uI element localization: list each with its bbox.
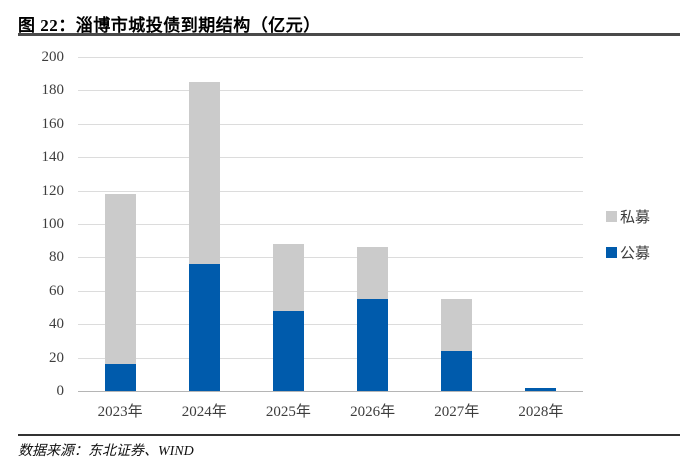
x-tick-label: 2026年 xyxy=(350,404,396,420)
x-tick-label: 2023年 xyxy=(97,404,143,420)
gridline-200 xyxy=(78,57,583,58)
figure-title: 图 22：淄博市城投债到期结构（亿元） xyxy=(18,16,321,35)
chart-legend: 私募 公募 xyxy=(606,206,650,278)
legend-item-公募: 公募 xyxy=(606,242,650,263)
gridline-120 xyxy=(78,190,583,192)
legend-item-label: 私募 xyxy=(620,210,651,226)
legend-swatch-icon xyxy=(606,247,617,258)
gridline-140 xyxy=(78,157,583,159)
gridline-100 xyxy=(78,224,583,225)
gridline-80 xyxy=(78,257,583,259)
y-tick-label: 120 xyxy=(41,182,65,199)
stacked-bar-chart: 0 20 40 60 80 100 120 140 160 180 200 2023年 2024年 20… xyxy=(41,49,651,420)
bar-segment-私募-2025年 xyxy=(272,244,304,311)
y-tick-label: 160 xyxy=(41,115,65,132)
y-tick-label: 0 xyxy=(56,383,65,399)
bar-segment-公募-2026年 xyxy=(357,299,389,391)
x-tick-label: 2027年 xyxy=(434,404,480,420)
title-divider xyxy=(18,33,680,36)
bar-segment-公募-2025年 xyxy=(272,310,304,391)
gridline-40 xyxy=(78,324,583,326)
x-tick-label: 2024年 xyxy=(181,404,227,420)
gridline-20 xyxy=(78,357,583,359)
x-tick-label: 2025年 xyxy=(265,404,311,420)
bar-segment-私募-2024年 xyxy=(188,82,220,264)
footer-divider xyxy=(18,434,680,436)
y-tick-label: 60 xyxy=(49,282,64,299)
legend-item-label: 公募 xyxy=(620,246,651,262)
y-tick-label: 100 xyxy=(41,216,65,232)
gridline-180 xyxy=(78,90,583,92)
y-tick-label: 40 xyxy=(49,316,64,333)
y-tick-label: 20 xyxy=(49,349,64,366)
bar-segment-私募-2026年 xyxy=(357,247,389,300)
bar-segment-公募-2027年 xyxy=(441,350,473,391)
data-source-text: 数据来源：东北证券、WIND xyxy=(18,444,194,459)
bar-segment-公募-2028年 xyxy=(525,387,557,391)
bar-segment-私募-2023年 xyxy=(104,193,136,365)
gridline-160 xyxy=(78,123,583,125)
y-tick-label: 180 xyxy=(41,82,65,99)
legend-item-私募: 私募 xyxy=(606,206,650,227)
bar-segment-公募-2023年 xyxy=(104,364,136,391)
y-tick-label: 140 xyxy=(41,149,65,166)
legend-swatch-icon xyxy=(606,211,617,222)
x-tick-label: 2028年 xyxy=(518,404,564,420)
gridline-60 xyxy=(78,290,583,292)
gridline-0 xyxy=(78,391,583,392)
bar-segment-私募-2027年 xyxy=(441,299,473,351)
y-tick-label: 80 xyxy=(49,249,64,266)
y-tick-label: 200 xyxy=(41,49,65,65)
bar-segment-公募-2024年 xyxy=(188,264,220,391)
